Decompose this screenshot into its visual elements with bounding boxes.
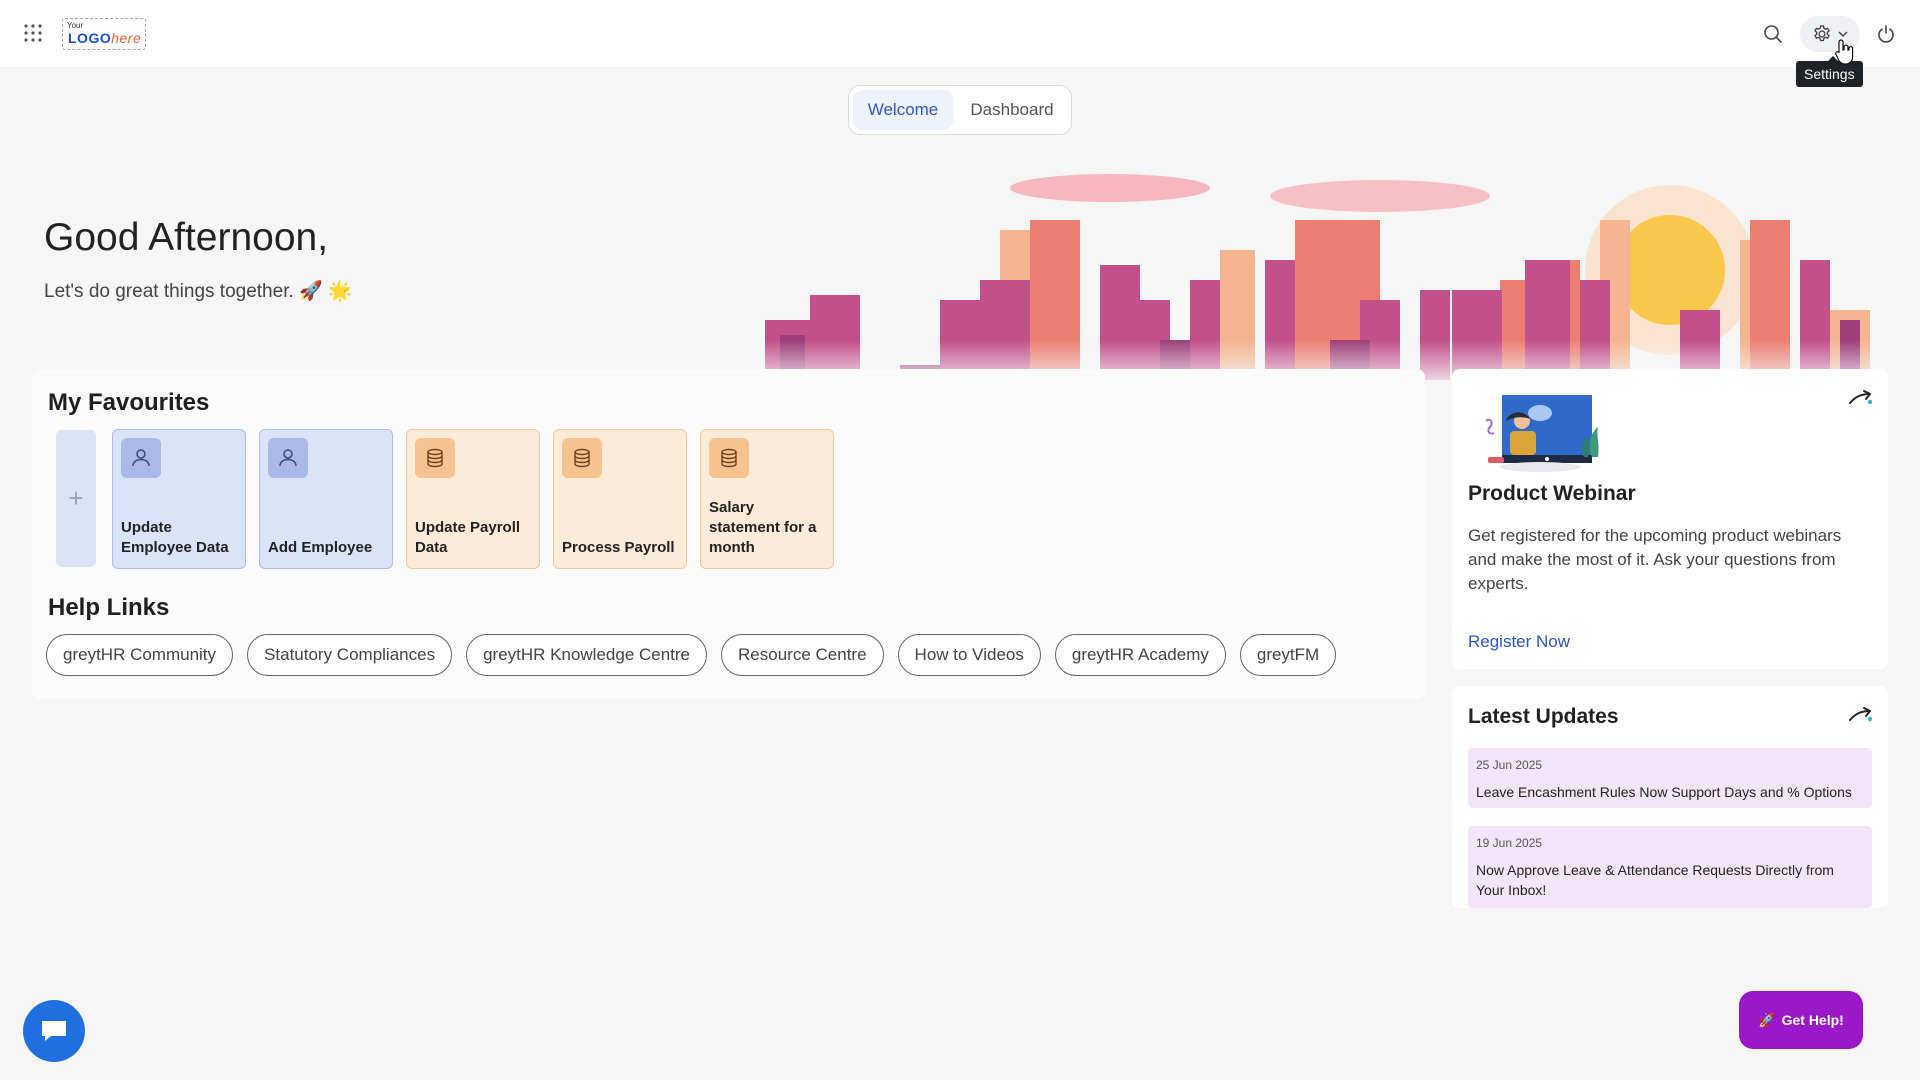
greeting-subtitle: Let's do great things together. 🚀 🌟 — [44, 281, 352, 302]
help-link-knowledge-centre[interactable]: greytHR Knowledge Centre — [466, 634, 708, 676]
database-icon — [709, 438, 749, 478]
plus-icon: + — [68, 483, 84, 513]
open-webinar-arrow-icon[interactable] — [1848, 389, 1874, 409]
settings-button[interactable] — [1800, 16, 1860, 52]
database-icon — [562, 438, 602, 478]
favourite-process-payroll[interactable]: Process Payroll — [553, 429, 687, 569]
favourites-title: My Favourites — [48, 389, 210, 416]
open-updates-arrow-icon[interactable] — [1848, 706, 1874, 726]
company-logo[interactable]: Your LOGOhere — [62, 18, 146, 50]
help-link-resource-centre[interactable]: Resource Centre — [721, 634, 884, 676]
favourite-label: Add Employee — [268, 539, 373, 556]
product-webinar-card: Product Webinar Get registered for the u… — [1452, 369, 1888, 669]
help-link-statutory-compliances[interactable]: Statutory Compliances — [247, 634, 453, 676]
help-link-greythr-community[interactable]: greytHR Community — [46, 634, 234, 676]
view-tabs: Welcome Dashboard — [848, 85, 1072, 135]
database-icon — [415, 438, 455, 478]
update-text: Now Approve Leave & Attendance Requests … — [1476, 862, 1834, 898]
settings-tooltip: Settings — [1796, 56, 1863, 87]
webinar-title: Product Webinar — [1468, 482, 1636, 505]
update-date: 19 Jun 2025 — [1476, 836, 1543, 850]
latest-updates-card: Latest Updates 25 Jun 2025 Leave Encashm… — [1452, 686, 1888, 908]
help-link-how-to-videos[interactable]: How to Videos — [897, 634, 1041, 676]
person-icon — [121, 438, 161, 478]
webinar-illustration — [1485, 395, 1599, 472]
favourite-label: Process Payroll — [562, 539, 675, 556]
get-help-label: Get Help! — [1781, 1012, 1844, 1028]
apps-grid-icon[interactable] — [24, 24, 42, 42]
update-item[interactable]: 19 Jun 2025 Now Approve Leave & Attendan… — [1468, 826, 1872, 908]
favourite-salary-statement[interactable]: Salary statement for a month — [700, 429, 834, 569]
city-skyline-illustration — [740, 174, 1890, 390]
gear-icon — [1814, 25, 1830, 42]
favourite-label: Salary statement for a month — [709, 499, 817, 556]
update-date: 25 Jun 2025 — [1476, 758, 1543, 772]
update-text: Leave Encashment Rules Now Support Days … — [1476, 784, 1852, 800]
greeting-title: Good Afternoon, — [44, 216, 329, 259]
chat-bubble-icon — [42, 1021, 66, 1041]
help-links-list: greytHR Community Statutory Compliances … — [46, 634, 1337, 676]
chat-button[interactable] — [23, 1000, 85, 1062]
favourite-label: Update Payroll Data — [415, 519, 521, 556]
mouse-cursor-icon — [1835, 39, 1854, 65]
add-favourite-button[interactable]: + — [56, 430, 96, 567]
tab-welcome[interactable]: Welcome — [853, 90, 953, 130]
chevron-down-icon — [1838, 31, 1848, 38]
help-links-title: Help Links — [48, 594, 170, 621]
favourite-label: Update Employee Data — [121, 519, 229, 556]
tab-dashboard[interactable]: Dashboard — [970, 100, 1054, 119]
favourite-update-employee-data[interactable]: Update Employee Data — [112, 429, 246, 569]
logo-small-text: Your — [67, 21, 84, 30]
logo-main-text: LOGOhere — [68, 30, 142, 46]
rocket-icon: 🚀 — [1758, 1011, 1776, 1028]
person-icon — [268, 438, 308, 478]
power-icon[interactable] — [1874, 22, 1898, 46]
latest-updates-title: Latest Updates — [1468, 705, 1619, 728]
help-link-greythr-academy[interactable]: greytHR Academy — [1054, 634, 1226, 676]
webinar-description: Get registered for the upcoming product … — [1468, 526, 1842, 593]
get-help-button[interactable]: 🚀 Get Help! — [1739, 991, 1863, 1049]
update-item[interactable]: 25 Jun 2025 Leave Encashment Rules Now S… — [1468, 748, 1872, 808]
favourite-add-employee[interactable]: Add Employee — [259, 429, 393, 569]
search-icon[interactable] — [1761, 22, 1785, 46]
favourite-update-payroll-data[interactable]: Update Payroll Data — [406, 429, 540, 569]
register-now-link[interactable]: Register Now — [1468, 632, 1571, 651]
top-bar: Your LOGOhere — [0, 0, 1920, 67]
help-link-greytfm[interactable]: greytFM — [1239, 634, 1337, 676]
